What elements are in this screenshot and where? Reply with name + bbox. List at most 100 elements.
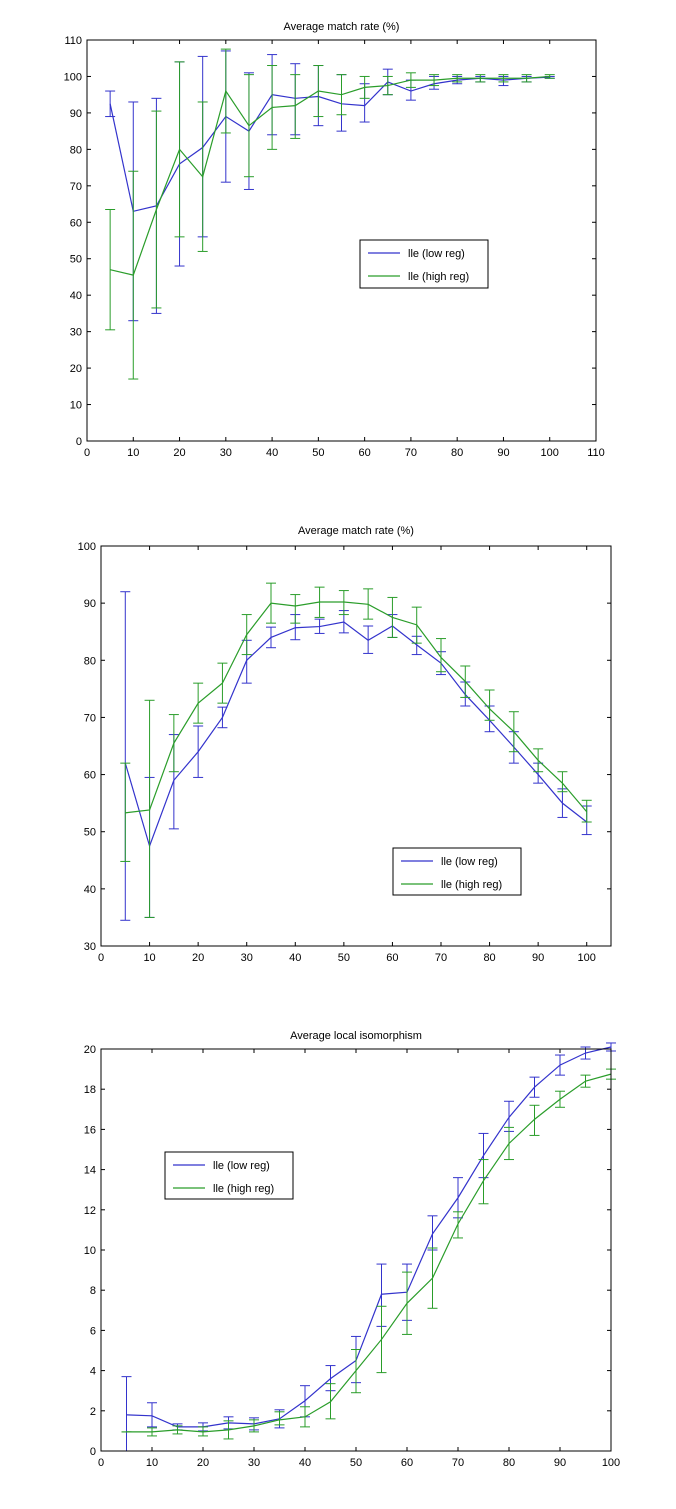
x-tick-label: 90 <box>554 1457 566 1469</box>
y-tick-label: 30 <box>70 327 82 339</box>
legend-label-low: lle (low reg) <box>408 248 465 260</box>
x-tick-label: 50 <box>312 447 324 459</box>
y-tick-label: 50 <box>70 254 82 266</box>
legend: lle (low reg) lle (high reg) <box>392 847 522 896</box>
x-tick-label: 40 <box>289 952 301 964</box>
legend: lle (low reg) lle (high reg) <box>164 1151 294 1200</box>
error-bar <box>557 771 568 793</box>
y-tick-label: 20 <box>84 1044 96 1056</box>
series-line-high <box>125 601 588 814</box>
series-low <box>121 1042 616 1452</box>
legend-label-high: lle (high reg) <box>213 1183 274 1195</box>
error-bar <box>120 591 131 921</box>
error-bar <box>147 1402 157 1428</box>
x-tick-label: 110 <box>587 447 605 459</box>
error-bar <box>274 1411 285 1426</box>
chart-1: Average match rate (%) 0 10 20 30 40 50 60 70 80 9… <box>64 21 605 459</box>
x-tick-label: 30 <box>220 447 232 459</box>
chart-2: Average match rate (%) 0 10 20 30 40 50 60 70 80 9… <box>78 525 612 964</box>
y-tick-label: 4 <box>90 1366 96 1378</box>
y-tick-label: 60 <box>84 770 96 782</box>
error-bar <box>484 689 495 721</box>
x-tick-label: 40 <box>266 447 278 459</box>
series-line-low <box>124 621 588 848</box>
x-tick-label: 10 <box>127 447 139 459</box>
series-line-high <box>109 75 550 276</box>
x-tick-label: 90 <box>532 952 544 964</box>
x-tick-label: 0 <box>98 952 104 964</box>
legend-box <box>392 847 522 896</box>
x-tick-label: 100 <box>578 952 596 964</box>
axes-frame <box>100 545 612 947</box>
y-tick-label: 30 <box>84 941 96 953</box>
y-tick-label: 0 <box>76 436 82 448</box>
x-tick-label: 0 <box>84 447 90 459</box>
y-tick-label: 0 <box>90 1446 96 1458</box>
y-tick-label: 16 <box>84 1124 96 1136</box>
y-tick-label: 14 <box>84 1165 96 1177</box>
series-line-high <box>126 1073 612 1433</box>
x-tick-label: 50 <box>350 1457 362 1469</box>
y-tick-label: 80 <box>70 144 82 156</box>
chart-title: Average match rate (%) <box>298 525 414 537</box>
series-high <box>105 48 555 380</box>
y-tick-label: 40 <box>84 884 96 896</box>
y-tick-label: 100 <box>78 541 96 553</box>
y-tick-label: 60 <box>70 217 82 229</box>
plot-area <box>105 48 555 380</box>
series-line-low <box>126 1046 612 1428</box>
x-tick-label: 0 <box>98 1457 104 1469</box>
legend-label-low: lle (low reg) <box>213 1160 270 1172</box>
series-line-low <box>109 76 550 213</box>
x-tick-label: 100 <box>541 447 559 459</box>
y-tick-label: 110 <box>64 35 82 47</box>
y-tick-label: 12 <box>84 1205 96 1217</box>
x-tick-label: 20 <box>197 1457 209 1469</box>
legend-label-high: lle (high reg) <box>441 879 502 891</box>
x-tick-label: 60 <box>359 447 371 459</box>
y-tick-label: 70 <box>84 712 96 724</box>
y-tick-label: 80 <box>84 655 96 667</box>
error-bar <box>529 1104 540 1136</box>
x-tick-label: 90 <box>497 447 509 459</box>
series-high <box>120 582 592 918</box>
y-tick-label: 18 <box>84 1084 96 1096</box>
y-tick-label: 10 <box>70 400 82 412</box>
x-tick-label: 100 <box>602 1457 620 1469</box>
y-tick-label: 8 <box>90 1285 96 1297</box>
y-tick-label: 2 <box>90 1406 96 1418</box>
y-tick-label: 90 <box>84 598 96 610</box>
x-tick-label: 70 <box>435 952 447 964</box>
legend-box <box>164 1151 294 1200</box>
y-tick-label: 40 <box>70 290 82 302</box>
error-bar <box>121 1376 132 1452</box>
y-tick-label: 20 <box>70 363 82 375</box>
x-tick-label: 10 <box>146 1457 158 1469</box>
x-tick-label: 60 <box>401 1457 413 1469</box>
legend-label-high: lle (high reg) <box>408 271 469 283</box>
legend-box <box>359 239 489 289</box>
x-tick-label: 80 <box>483 952 495 964</box>
x-tick-label: 70 <box>405 447 417 459</box>
error-bar <box>290 594 301 624</box>
error-bar <box>290 74 301 139</box>
y-tick-label: 50 <box>84 827 96 839</box>
x-tick-label: 10 <box>143 952 155 964</box>
chart-title: Average local isomorphism <box>290 1030 422 1042</box>
chart-title: Average match rate (%) <box>284 21 400 33</box>
y-tick-label: 6 <box>90 1325 96 1337</box>
legend: lle (low reg) lle (high reg) <box>359 239 489 289</box>
x-tick-label: 70 <box>452 1457 464 1469</box>
x-tick-label: 20 <box>173 447 185 459</box>
error-bar <box>504 1100 514 1132</box>
x-tick-label: 60 <box>386 952 398 964</box>
x-tick-label: 30 <box>248 1457 260 1469</box>
y-tick-label: 100 <box>64 71 82 83</box>
x-tick-label: 80 <box>503 1457 515 1469</box>
y-tick-label: 90 <box>70 108 82 120</box>
x-tick-label: 20 <box>192 952 204 964</box>
series-high <box>121 1068 616 1440</box>
x-tick-label: 30 <box>241 952 253 964</box>
plot-area <box>121 1042 616 1452</box>
